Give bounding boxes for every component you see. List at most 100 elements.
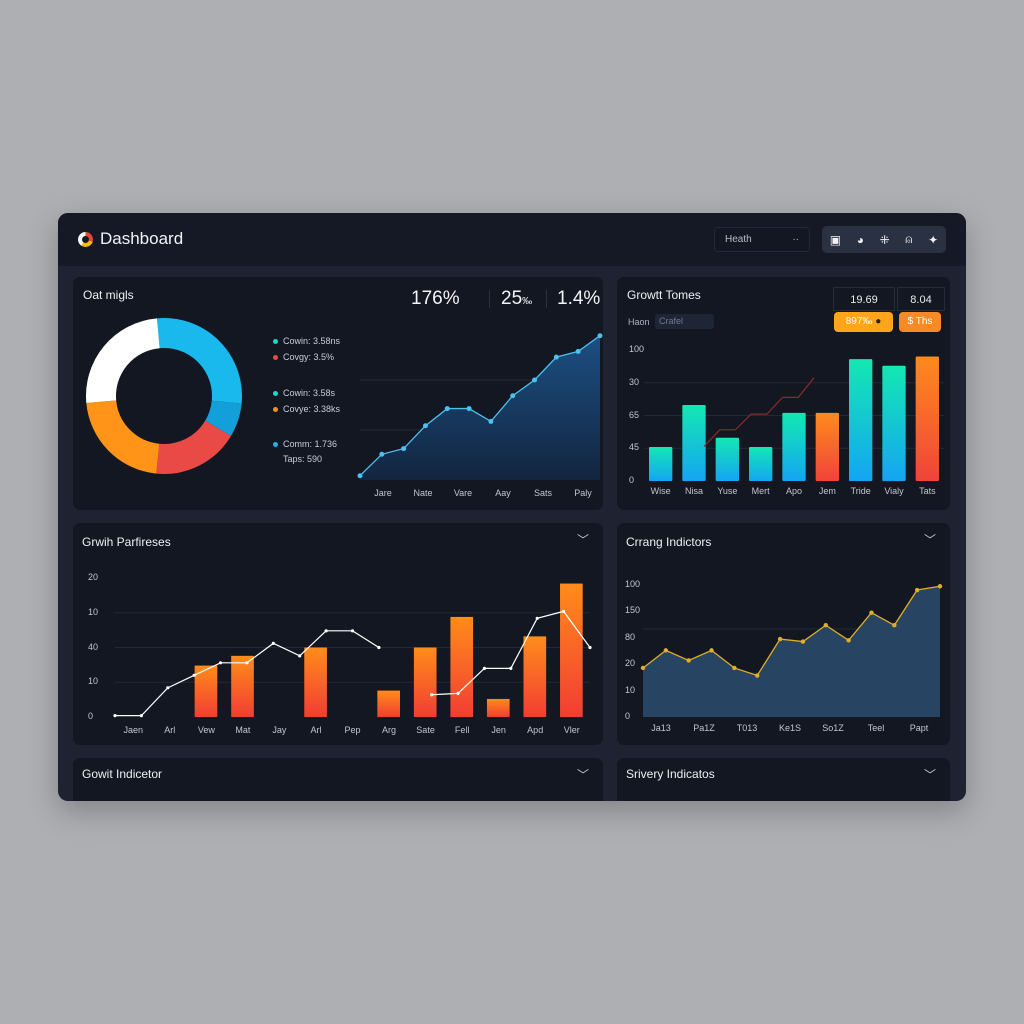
x-tick-label: Papt	[909, 723, 929, 733]
bar	[560, 583, 583, 717]
bar	[715, 437, 739, 481]
image-icon[interactable]: ▣	[829, 232, 842, 247]
grid-icon[interactable]: ⁜	[879, 232, 890, 247]
x-tick-label: Nate	[413, 488, 433, 498]
data-point	[823, 623, 828, 628]
legend-item: Comm: 1.736	[273, 439, 337, 449]
divider	[489, 290, 490, 308]
data-point	[588, 645, 592, 650]
data-point	[562, 609, 566, 613]
x-tick-label: Tats	[919, 486, 936, 496]
data-point	[466, 406, 472, 412]
bar-line-chart	[113, 583, 592, 718]
x-tick-label: Ja13	[651, 723, 671, 733]
data-point	[937, 584, 943, 589]
chevron-down-icon[interactable]: ﹀	[923, 533, 936, 547]
data-point	[139, 714, 143, 718]
panel-srivery-indicators: Srivery Indicatos ﹀	[617, 758, 950, 801]
y-tick-label: 0	[625, 711, 631, 721]
legend-dot	[273, 339, 278, 345]
x-tick-label: Vler	[563, 725, 580, 735]
panel-title: Growtt Tomes	[627, 288, 701, 302]
x-tick-label: T013	[736, 723, 758, 733]
plus-icon[interactable]: ✦	[928, 232, 939, 247]
header: Dashboard Heath ·· ▣ ◕ ⁜ ⍝ ✦	[58, 213, 966, 266]
data-point	[379, 451, 385, 457]
data-point	[575, 348, 581, 354]
x-tick-label: Mert	[751, 486, 770, 496]
badge[interactable]: 897‰ ●	[834, 312, 893, 332]
data-point	[456, 691, 460, 695]
data-point	[430, 693, 434, 697]
bar	[304, 647, 327, 717]
panel-growth-parfireses: Grwih Parfireses ﹀ 0 10 40 10 20 Jaen Arl Vew Ma…	[73, 523, 603, 745]
bar-chart	[644, 356, 944, 481]
chart-icon[interactable]: ◕	[856, 232, 864, 247]
filter-input[interactable]: Crafel	[655, 314, 714, 329]
bar	[849, 359, 873, 481]
x-tick-label: Pep	[344, 725, 361, 735]
data-point	[422, 423, 428, 429]
panel-growth-indicator: Gowit Indicetor ﹀	[73, 758, 603, 801]
chevron-down-icon[interactable]: ﹀	[576, 768, 589, 782]
panel-overview: Oat migls 176% 25‰ 1.4% Cowin: 3.58ns Co…	[73, 277, 603, 510]
kpi-3: 1.4%	[557, 288, 601, 309]
badge[interactable]: $ Ths	[899, 312, 941, 332]
series-line	[359, 335, 601, 477]
x-tick-label: Yuse	[717, 486, 738, 496]
x-tick-label: Jem	[818, 486, 836, 496]
donut-slice	[156, 420, 231, 474]
bar	[523, 636, 547, 717]
legend-dot	[273, 407, 278, 413]
legend-item: Taps: 590	[283, 454, 323, 464]
data-point	[113, 714, 117, 718]
chevron-down-icon[interactable]: ﹀	[923, 768, 936, 782]
y-tick-label: 100	[629, 344, 645, 354]
kpi-1: 176%	[411, 288, 460, 309]
x-tick-label: Arg	[382, 725, 397, 735]
area-fill	[360, 335, 600, 480]
data-point	[357, 473, 363, 479]
data-point	[271, 641, 275, 645]
x-tick-label: Apo	[785, 486, 803, 496]
data-point	[245, 661, 249, 665]
data-point	[686, 658, 691, 663]
filter-dropdown[interactable]: Heath ··	[714, 227, 810, 252]
chevron-down-icon[interactable]: ﹀	[576, 533, 589, 547]
user-icon[interactable]: ⍝	[905, 232, 913, 246]
x-tick-label: Ke1S	[778, 723, 802, 733]
area-chart	[357, 333, 603, 480]
toolbar: ▣ ◕ ⁜ ⍝ ✦	[822, 226, 946, 253]
x-tick-label: Pa1Z	[693, 723, 715, 733]
bar	[882, 365, 906, 481]
bar	[377, 690, 400, 717]
data-point	[869, 610, 874, 615]
x-tick-label: Jaen	[123, 725, 144, 735]
data-point	[166, 686, 170, 690]
dashboard-window: Dashboard Heath ·· ▣ ◕ ⁜ ⍝ ✦ Oat migls 17…	[58, 213, 966, 801]
x-tick-label: Apd	[527, 725, 544, 735]
bar	[649, 446, 673, 481]
bar	[231, 655, 254, 717]
x-tick-label: Arl	[164, 725, 176, 735]
y-tick-label: 30	[629, 376, 640, 387]
data-point	[800, 639, 806, 644]
x-tick-label: Wise	[650, 486, 671, 496]
y-tick-label: 150	[625, 605, 641, 616]
y-tick-label: 20	[88, 572, 99, 582]
data-point	[377, 645, 381, 650]
data-point	[532, 377, 538, 383]
donut-slice	[86, 399, 160, 474]
y-tick-label: 45	[629, 442, 640, 453]
y-tick-label: 10	[625, 684, 636, 695]
data-point	[350, 629, 355, 633]
legend-item: Cowin: 3.58ns	[273, 336, 340, 346]
data-point	[709, 648, 714, 653]
dot-icon: ●	[875, 316, 882, 327]
bar	[413, 647, 437, 717]
y-tick-label: 0	[88, 711, 94, 721]
y-tick-label: 10	[88, 606, 99, 617]
x-tick-label: Sate	[416, 725, 435, 735]
x-tick-label: Mat	[235, 725, 251, 735]
donut-slice	[86, 318, 161, 403]
